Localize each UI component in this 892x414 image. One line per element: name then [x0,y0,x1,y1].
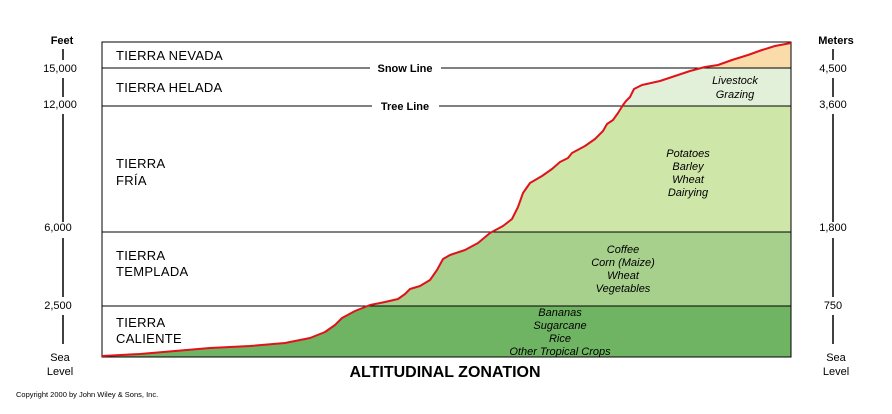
right-tick-4500: 4,500 [819,63,847,75]
land-use-livestock: Livestock [712,75,758,87]
land-use-wheat-fria: Wheat [672,174,705,186]
land-use-wheat-templada: Wheat [607,270,640,282]
zone-label-tierra-nevada: TIERRA NEVADA [116,48,223,63]
right-axis: Meters 4,500 3,600 1,800 750 Sea Level [818,35,853,378]
land-use-sugarcane: Sugarcane [533,320,586,332]
right-tick-sea: Sea [826,352,846,364]
zone-label-tierra-fria-1: TIERRA [116,156,165,171]
zone-label-tierra-caliente-1: TIERRA [116,315,165,330]
mountain-profile-line [101,42,792,357]
left-tick-12000: 12,000 [43,99,77,111]
copyright-notice: Copyright 2000 by John Wiley & Sons, Inc… [16,390,158,399]
land-use-rice: Rice [549,333,571,345]
diagram-title: ALTITUDINAL ZONATION [349,364,540,381]
left-axis: Feet 15,000 12,000 6,000 2,500 Sea Level [43,35,77,378]
zone-label-tierra-caliente-2: CALIENTE [116,331,182,346]
left-tick-6000: 6,000 [44,222,72,234]
left-tick-15000: 15,000 [43,63,77,75]
zone-label-tierra-templada-1: TIERRA [116,248,165,263]
zone-label-tierra-helada: TIERRA HELADA [116,80,223,95]
templada-fill-band [102,232,791,306]
land-use-dairying: Dairying [668,187,709,199]
land-use-other-tropical: Other Tropical Crops [509,346,611,358]
right-axis-header: Meters [818,35,853,47]
zone-label-tierra-fria-2: FRÍA [116,173,147,188]
land-use-barley: Barley [672,161,705,173]
snow-line-label: Snow Line [378,63,433,75]
tree-line-label: Tree Line [381,101,429,113]
left-axis-header: Feet [51,35,74,47]
left-tick-sea: Sea [50,352,70,364]
right-tick-1800: 1,800 [819,222,847,234]
left-tick-level: Level [47,366,73,378]
zone-label-tierra-templada-2: TEMPLADA [116,264,189,279]
land-use-potatoes: Potatoes [666,148,710,160]
right-tick-3600: 3,600 [819,99,847,111]
left-tick-2500: 2,500 [44,300,72,312]
land-use-corn: Corn (Maize) [591,257,655,269]
land-use-bananas: Bananas [538,307,582,319]
right-tick-750: 750 [824,300,842,312]
land-use-grazing: Grazing [716,89,755,101]
land-use-vegetables: Vegetables [596,283,651,295]
diagram-frame [101,41,792,358]
land-use-coffee: Coffee [607,244,639,256]
right-tick-level: Level [823,366,849,378]
